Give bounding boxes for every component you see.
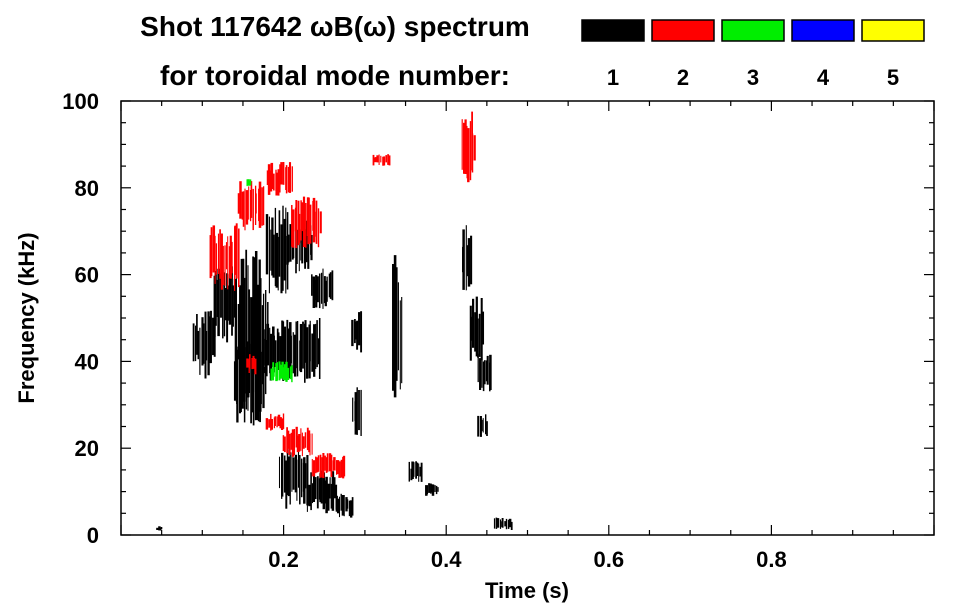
mode-1-feature bbox=[265, 205, 289, 294]
legend-swatch-mode-4 bbox=[791, 19, 855, 42]
y-axis-label: Frequency (kHz) bbox=[14, 232, 39, 403]
mode-2-feature bbox=[311, 453, 346, 479]
legend-label-mode-4: 4 bbox=[817, 65, 830, 90]
x-tick-label: 0.6 bbox=[594, 547, 625, 572]
y-tick-label: 20 bbox=[75, 436, 99, 461]
legend-label-mode-2: 2 bbox=[677, 65, 689, 90]
mode-3-feature bbox=[246, 179, 252, 187]
legend-swatch-mode-5 bbox=[861, 19, 925, 42]
legend-swatch-mode-2 bbox=[651, 19, 715, 42]
y-tick-label: 60 bbox=[75, 263, 99, 288]
mode-2-feature bbox=[282, 426, 313, 457]
chart-title: Shot 117642 ωB(ω) spectrum bbox=[140, 11, 530, 42]
x-tick-label: 0.2 bbox=[268, 547, 299, 572]
mode-1-feature bbox=[477, 353, 492, 392]
mode-3-feature bbox=[270, 361, 293, 383]
legend-label-mode-3: 3 bbox=[747, 65, 759, 90]
mode-1-feature bbox=[352, 387, 362, 436]
legend-label-mode-5: 5 bbox=[887, 65, 899, 90]
mode-1-feature bbox=[335, 493, 354, 518]
mode-1-feature bbox=[311, 268, 334, 309]
mode-1-feature bbox=[156, 526, 163, 531]
mode-1-feature bbox=[408, 461, 423, 482]
legend-swatch-mode-3 bbox=[721, 19, 785, 42]
series-mode-2 bbox=[209, 111, 476, 479]
mode-2-feature bbox=[246, 354, 257, 375]
mode-1-feature bbox=[392, 255, 403, 398]
mode-2-feature bbox=[209, 223, 240, 291]
y-tick-label: 40 bbox=[75, 349, 99, 374]
y-tick-label: 80 bbox=[75, 176, 99, 201]
mode-2-feature bbox=[461, 111, 476, 183]
y-tick-label: 100 bbox=[62, 89, 99, 114]
mode-2-feature bbox=[266, 162, 293, 196]
x-tick-labels: 0.2 0.4 0.6 0.8 bbox=[268, 547, 786, 572]
series-mode-1 bbox=[156, 205, 513, 531]
legend: 1 2 3 4 5 bbox=[581, 19, 925, 90]
tick-layer bbox=[120, 100, 935, 536]
mode-1-feature bbox=[493, 517, 513, 530]
mode-1-feature bbox=[469, 296, 485, 361]
mode-1-feature bbox=[461, 225, 473, 291]
data-layer bbox=[156, 111, 513, 531]
mode-2-feature bbox=[372, 154, 391, 166]
chart-subtitle: for toroidal mode number: bbox=[160, 60, 510, 91]
mode-1-feature bbox=[477, 414, 488, 437]
x-tick-label: 0.8 bbox=[756, 547, 787, 572]
x-tick-label: 0.4 bbox=[431, 547, 462, 572]
series-mode-3 bbox=[246, 179, 293, 383]
mode-1-feature bbox=[425, 483, 439, 496]
mode-1-feature bbox=[351, 311, 363, 353]
y-tick-labels: 0 20 40 60 80 100 bbox=[62, 89, 99, 548]
mode-2-feature bbox=[265, 413, 285, 431]
legend-label-mode-1: 1 bbox=[607, 65, 619, 90]
plot-area bbox=[120, 100, 935, 536]
mode-1-feature bbox=[262, 318, 321, 383]
mode-1-feature bbox=[234, 249, 269, 412]
mode-2-feature bbox=[237, 181, 265, 231]
legend-swatch-mode-1 bbox=[581, 19, 645, 42]
y-tick-label: 0 bbox=[87, 523, 99, 548]
mode-2-feature bbox=[291, 196, 322, 249]
x-axis-label: Time (s) bbox=[485, 578, 569, 603]
